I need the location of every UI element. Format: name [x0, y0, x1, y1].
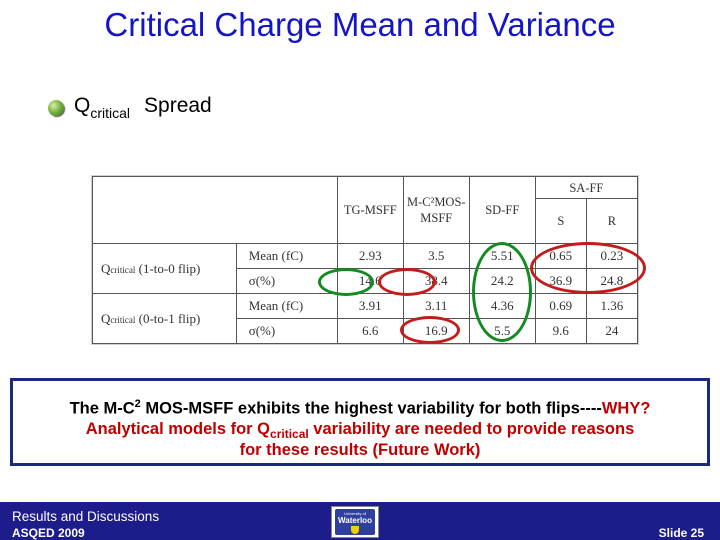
- table-cell: 38.4: [402, 268, 470, 294]
- row-label-0-to-1: Qcritical (0-to-1 flip): [92, 293, 237, 344]
- table-cell: 16.9: [402, 318, 470, 344]
- slide-number: Slide 25: [658, 526, 704, 540]
- footer-section-title: Results and Discussions: [12, 509, 160, 524]
- table-cell: 6.6: [336, 318, 404, 344]
- table-cell: 24.2: [468, 268, 536, 294]
- table-cell: 5.51: [468, 243, 536, 269]
- col-group-header-sa-ff: SA-FF: [534, 176, 639, 199]
- table-cell: 9.6: [534, 318, 587, 344]
- callout-line-1: The M-C2 MOS-MSFF exhibits the highest v…: [69, 398, 651, 418]
- bullet-item: Qcritical Spread: [48, 94, 212, 121]
- table-corner: [92, 176, 338, 244]
- col-header-sd-ff: SD-FF: [468, 176, 536, 244]
- crest-icon: [351, 525, 359, 534]
- table-cell: 3.11: [402, 293, 470, 319]
- table-cell: 5.5: [468, 318, 536, 344]
- table-cell: 14.6: [336, 268, 404, 294]
- table-cell: 3.5: [402, 243, 470, 269]
- callout-line-3: for these results (Future Work): [239, 440, 481, 459]
- metric-label: σ(%): [235, 318, 338, 344]
- table-cell: 36.9: [534, 268, 587, 294]
- qcritical-table: TG-MSFF M-C²MOS-MSFF SD-FF SA-FF S R Qcr…: [92, 176, 639, 344]
- bullet-spread-label: Spread: [144, 94, 212, 117]
- university-logo: University of Waterloo: [331, 506, 379, 538]
- col-header-r: R: [585, 198, 639, 244]
- slide-footer: Results and Discussions ASQED 2009 Unive…: [0, 502, 720, 540]
- table-cell: 0.23: [585, 243, 639, 269]
- metric-label: σ(%): [235, 268, 338, 294]
- row-label-1-to-0: Qcritical (1-to-0 flip): [92, 243, 237, 294]
- table-cell: 3.91: [336, 293, 404, 319]
- table-cell: 24: [585, 318, 639, 344]
- footer-conference: ASQED 2009: [12, 526, 85, 540]
- table-cell: 4.36: [468, 293, 536, 319]
- table-cell: 2.93: [336, 243, 404, 269]
- metric-label: Mean (fC): [235, 293, 338, 319]
- table-cell: 1.36: [585, 293, 639, 319]
- logo-shield-icon: University of Waterloo: [335, 509, 375, 535]
- green-sphere-bullet-icon: [48, 100, 64, 116]
- results-table-image: TG-MSFF M-C²MOS-MSFF SD-FF SA-FF S R Qcr…: [91, 175, 639, 345]
- bullet-q-subscript: critical: [90, 105, 131, 121]
- metric-label: Mean (fC): [235, 243, 338, 269]
- slide-title: Critical Charge Mean and Variance: [104, 6, 616, 43]
- conclusion-callout-box: The M-C2 MOS-MSFF exhibits the highest v…: [10, 378, 710, 466]
- bullet-q: Q: [74, 94, 91, 117]
- table-cell: 0.65: [534, 243, 587, 269]
- col-header-m-c2mos-msff: M-C²MOS-MSFF: [402, 176, 470, 244]
- col-header-s: S: [534, 198, 587, 244]
- table-cell: 0.69: [534, 293, 587, 319]
- col-header-tg-msff: TG-MSFF: [336, 176, 404, 244]
- bullet-text: Qcritical Spread: [74, 94, 212, 121]
- table-cell: 24.8: [585, 268, 639, 294]
- callout-line-2: Analytical models for Qcritical variabil…: [85, 419, 635, 441]
